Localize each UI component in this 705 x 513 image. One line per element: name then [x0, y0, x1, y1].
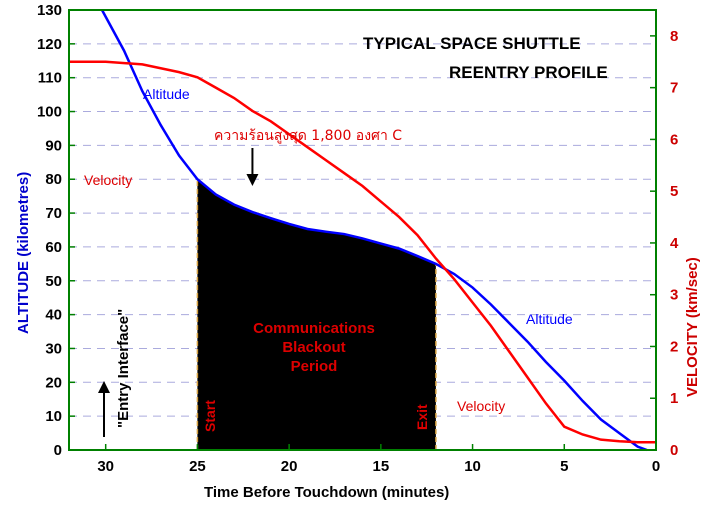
right-tick-label: 7: [670, 80, 678, 97]
x-tick-label: 15: [373, 458, 390, 475]
y-right-axis-label: VELOCITY (km/sec): [684, 257, 701, 397]
plot-frame: [68, 9, 657, 451]
x-tick-label: 0: [652, 458, 660, 475]
right-tick-label: 5: [670, 183, 678, 200]
right-axis-ticks: 0 1 2 3 4 5 6 7 8: [650, 28, 679, 459]
x-tick-label: 20: [281, 458, 298, 475]
left-tick-label: 120: [37, 36, 62, 53]
blackout-region: [197, 179, 436, 450]
left-tick-label: 20: [45, 374, 62, 391]
left-tick-label: 30: [45, 340, 62, 357]
left-tick-label: 40: [45, 307, 62, 324]
peak-heat-arrow-icon: [246, 148, 259, 186]
blackout-label-line-3: Period: [291, 358, 338, 375]
chart-title: TYPICAL SPACE SHUTTLE: [363, 34, 581, 53]
entry-interface-arrow-icon: [98, 381, 110, 437]
left-tick-label: 10: [45, 408, 62, 425]
x-tick-label: 5: [560, 458, 568, 475]
x-axis-ticks: 30 25 20 15 10 5 0: [97, 444, 660, 475]
left-tick-label: 110: [38, 70, 62, 87]
left-tick-label: 130: [37, 2, 62, 19]
x-tick-label: 10: [464, 458, 481, 475]
right-tick-label: 3: [670, 287, 678, 304]
velocity-series-line: [69, 60, 656, 444]
right-tick-label: 4: [670, 235, 679, 252]
y-left-axis-label: ALTITUDE (kilometres): [15, 172, 32, 334]
left-tick-label: 70: [45, 205, 62, 222]
velocity-label-left: Velocity: [84, 172, 132, 188]
velocity-label-right: Velocity: [457, 398, 505, 414]
x-axis-label: Time Before Touchdown (minutes): [204, 484, 449, 501]
altitude-label-bottom: Altitude: [526, 311, 573, 327]
right-tick-label: 0: [670, 442, 678, 459]
altitude-series-line: [100, 9, 648, 452]
x-tick-label: 25: [189, 458, 206, 475]
x-tick-label: 30: [97, 458, 114, 475]
left-tick-label: 0: [54, 442, 62, 459]
entry-interface-label: "Entry Interface": [115, 309, 132, 428]
left-tick-label: 100: [37, 104, 62, 121]
blackout-label-line-1: Communications: [253, 320, 375, 337]
blackout-label-line-2: Blackout: [282, 339, 345, 356]
blackout-exit-label: Exit: [414, 404, 430, 430]
left-tick-label: 60: [45, 239, 62, 256]
left-axis-ticks: 0 10 20 30 40 50 60 70 80 90 100 110 120 130: [37, 2, 75, 459]
altitude-label-top: Altitude: [143, 86, 190, 102]
chart-subtitle: REENTRY PROFILE: [449, 63, 608, 82]
blackout-start-label: Start: [202, 400, 218, 432]
left-tick-label: 80: [45, 171, 62, 188]
right-tick-label: 2: [670, 338, 678, 355]
right-tick-label: 8: [670, 28, 678, 45]
left-tick-label: 50: [45, 273, 62, 290]
peak-heat-annotation: ความร้อนสูงสุด 1,800 องศา C: [214, 128, 402, 144]
left-tick-label: 90: [45, 137, 62, 154]
right-tick-label: 6: [670, 131, 678, 148]
right-tick-label: 1: [670, 390, 678, 407]
